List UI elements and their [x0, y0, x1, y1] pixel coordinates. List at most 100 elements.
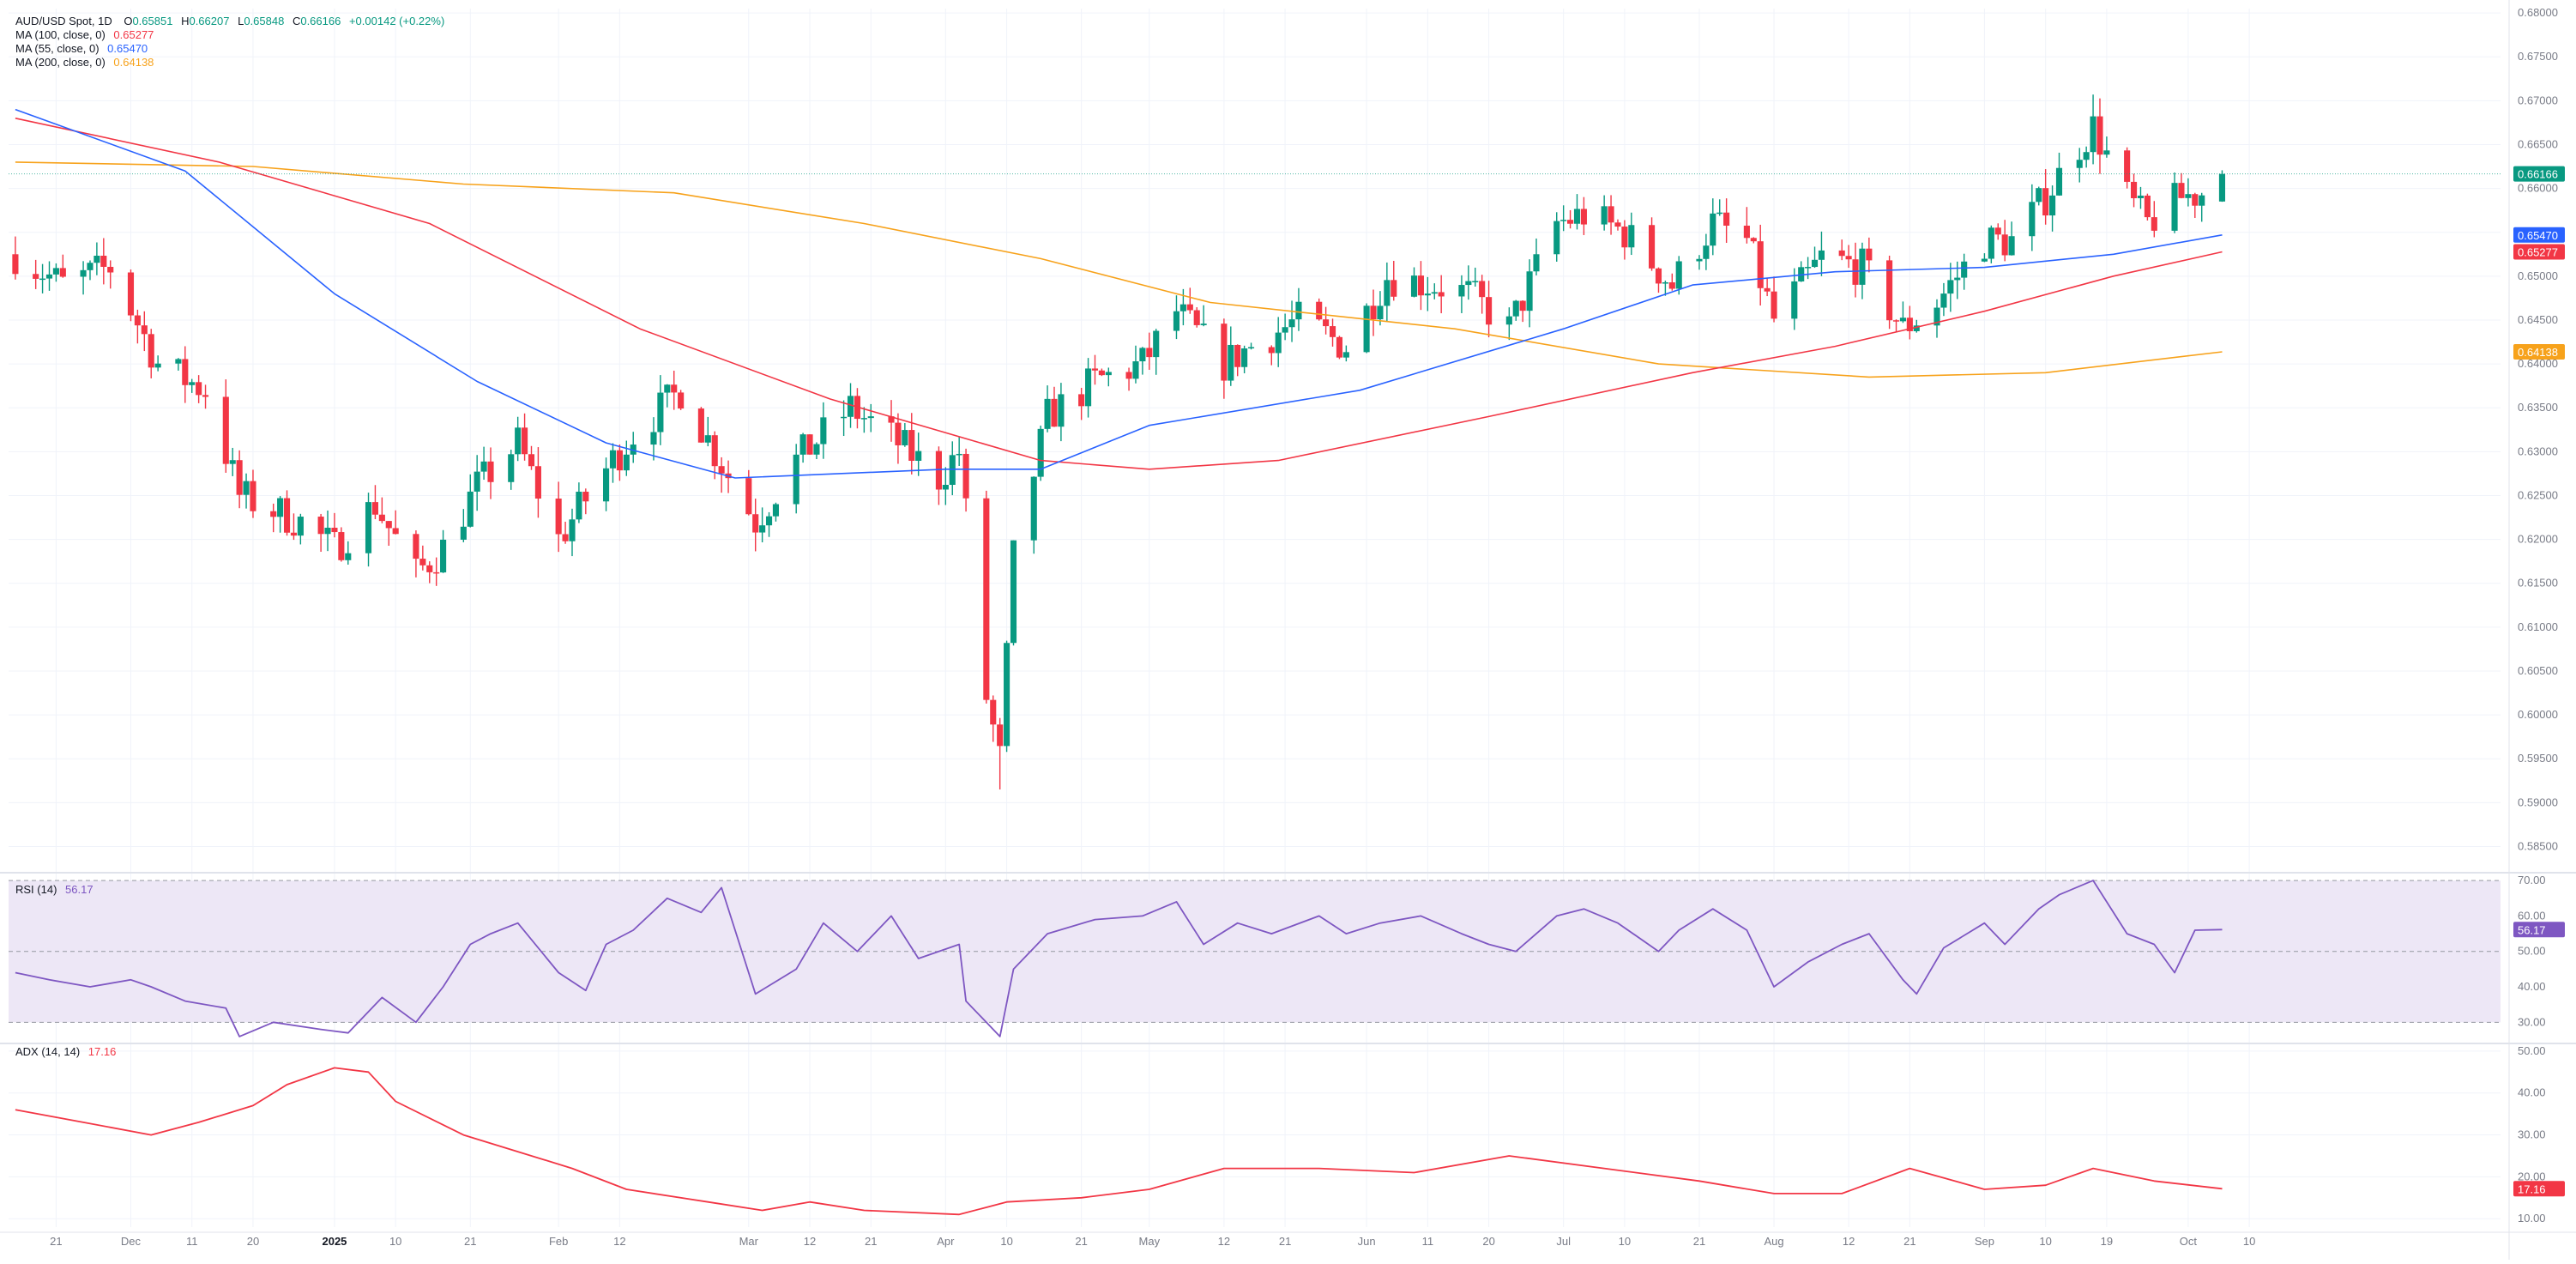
candle-body[interactable]: [378, 514, 385, 522]
candle-body[interactable]: [1363, 305, 1370, 353]
candle-body[interactable]: [867, 416, 874, 419]
candle-body[interactable]: [1553, 221, 1560, 255]
candle-body[interactable]: [657, 392, 664, 432]
candle-body[interactable]: [277, 498, 284, 517]
rsi-line[interactable]: [15, 880, 2223, 1037]
candle-body[interactable]: [419, 559, 426, 565]
candle-body[interactable]: [59, 268, 66, 277]
candle-body[interactable]: [141, 325, 148, 335]
candle-body[interactable]: [1675, 261, 1682, 289]
candle-body[interactable]: [426, 565, 433, 572]
candle-body[interactable]: [793, 454, 799, 505]
candle-body[interactable]: [942, 485, 949, 490]
candle-body[interactable]: [806, 434, 813, 455]
candle-body[interactable]: [467, 491, 474, 527]
candle-body[interactable]: [1288, 319, 1295, 328]
candle-body[interactable]: [603, 468, 610, 502]
candle-body[interactable]: [1791, 281, 1798, 319]
candle-body[interactable]: [1417, 275, 1424, 296]
candle-body[interactable]: [33, 274, 39, 279]
candle-body[interactable]: [1058, 394, 1065, 427]
candle-body[interactable]: [1716, 212, 1723, 215]
candle-body[interactable]: [45, 274, 53, 279]
candle-body[interactable]: [1573, 209, 1581, 224]
candle-body[interactable]: [623, 454, 630, 471]
candle-body[interactable]: [52, 268, 59, 275]
candle-body[interactable]: [860, 418, 867, 420]
candle-body[interactable]: [569, 519, 576, 541]
candle-body[interactable]: [956, 453, 962, 456]
candle-body[interactable]: [1668, 282, 1675, 289]
candle-body[interactable]: [990, 699, 997, 725]
candle-body[interactable]: [1859, 248, 1866, 285]
candle-body[interactable]: [290, 532, 298, 536]
candle-body[interactable]: [1519, 300, 1526, 311]
candle-body[interactable]: [704, 435, 711, 443]
candle-body[interactable]: [1037, 428, 1044, 477]
candle-body[interactable]: [820, 417, 827, 445]
candle-body[interactable]: [1486, 297, 1493, 325]
candle-body[interactable]: [1913, 325, 1920, 331]
candle-body[interactable]: [949, 455, 956, 486]
candle-body[interactable]: [1146, 348, 1153, 358]
candle-body[interactable]: [772, 504, 780, 517]
candle-body[interactable]: [908, 430, 915, 461]
ma55-legend-row[interactable]: MA (55, close, 0) 0.65470: [15, 42, 444, 56]
candle-body[interactable]: [1940, 293, 1947, 308]
candle-body[interactable]: [664, 384, 671, 393]
candle-body[interactable]: [1091, 368, 1099, 371]
candle-body[interactable]: [134, 315, 141, 326]
candle-body[interactable]: [487, 461, 494, 482]
candle-body[interactable]: [182, 359, 189, 385]
candle-body[interactable]: [1153, 330, 1160, 358]
candle-body[interactable]: [1051, 398, 1058, 427]
candle-body[interactable]: [895, 422, 902, 445]
candle-body[interactable]: [338, 532, 345, 560]
candle-body[interactable]: [2130, 181, 2138, 198]
candle-body[interactable]: [148, 334, 154, 368]
candle-body[interactable]: [508, 454, 515, 482]
candle-body[interactable]: [1710, 213, 1716, 246]
candle-body[interactable]: [841, 416, 848, 419]
candle-body[interactable]: [154, 363, 161, 368]
candle-body[interactable]: [1662, 282, 1668, 284]
candle-body[interactable]: [80, 269, 87, 277]
candle-body[interactable]: [1125, 372, 1132, 379]
candle-body[interactable]: [480, 461, 487, 472]
candle-body[interactable]: [1228, 344, 1234, 381]
candle-body[interactable]: [1771, 291, 1777, 319]
candle-body[interactable]: [2090, 116, 2096, 153]
candle-body[interactable]: [1866, 248, 1873, 261]
candle-body[interactable]: [1818, 250, 1825, 260]
candle-body[interactable]: [555, 499, 562, 535]
candle-body[interactable]: [1845, 256, 1852, 260]
candle-body[interactable]: [1030, 476, 1037, 541]
candle-body[interactable]: [1370, 305, 1377, 320]
candle-body[interactable]: [1628, 225, 1635, 248]
candle-body[interactable]: [1601, 206, 1608, 225]
candle-body[interactable]: [1479, 281, 1486, 298]
candle-body[interactable]: [2192, 194, 2199, 206]
candle-body[interactable]: [107, 266, 114, 273]
candle-body[interactable]: [1247, 347, 1255, 349]
ma200-line[interactable]: [15, 161, 2223, 378]
candle-body[interactable]: [1342, 352, 1349, 358]
candle-body[interactable]: [847, 396, 854, 417]
candle-body[interactable]: [1954, 277, 1961, 281]
candle-body[interactable]: [1384, 280, 1391, 306]
candle-body[interactable]: [1703, 245, 1710, 259]
candle-body[interactable]: [474, 471, 480, 492]
candle-body[interactable]: [371, 502, 379, 515]
candle-body[interactable]: [385, 521, 392, 529]
candle-body[interactable]: [1004, 643, 1010, 747]
candle-body[interactable]: [1377, 305, 1384, 320]
candle-body[interactable]: [1852, 259, 1859, 285]
symbol-label[interactable]: AUD/USD Spot, 1D: [15, 15, 112, 27]
candle-body[interactable]: [711, 435, 718, 467]
candle-body[interactable]: [1655, 268, 1662, 284]
rsi-legend[interactable]: RSI (14) 56.17: [15, 883, 94, 897]
candle-body[interactable]: [1621, 227, 1628, 248]
candle-body[interactable]: [2029, 202, 2036, 237]
candle-body[interactable]: [1186, 304, 1193, 311]
